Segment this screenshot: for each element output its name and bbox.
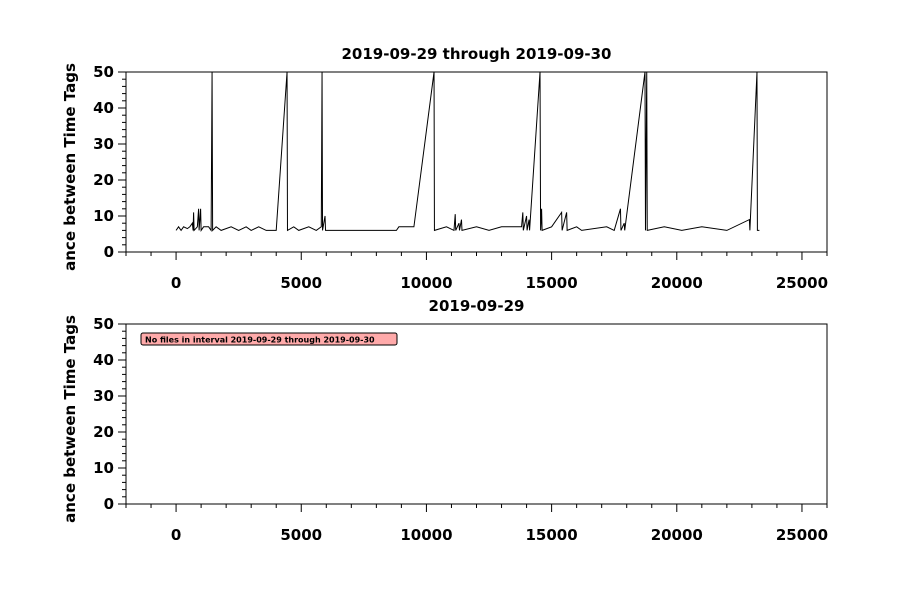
y-tick-label: 50 [93, 63, 114, 81]
y-tick-label: 0 [104, 495, 114, 513]
annotation-box [140, 332, 398, 346]
y-axis-label: ance between Time Tags [61, 315, 79, 523]
y-tick-label: 20 [93, 171, 114, 189]
x-tick-label: 10000 [400, 526, 452, 544]
x-tick-label: 10000 [400, 274, 452, 292]
plot-frame [125, 71, 828, 253]
x-tick-label: 20000 [651, 274, 703, 292]
y-tick-label: 40 [93, 99, 114, 117]
y-tick-label: 30 [93, 135, 114, 153]
x-tick-label: 25000 [776, 274, 828, 292]
x-tick-label: 15000 [526, 526, 578, 544]
y-tick-label: 30 [93, 387, 114, 405]
x-tick-label: 0 [171, 526, 181, 544]
y-tick-label: 10 [93, 207, 114, 225]
x-tick-label: 5000 [280, 274, 322, 292]
y-tick-label: 40 [93, 351, 114, 369]
y-tick-label: 10 [93, 459, 114, 477]
annotation: No files in interval 2019-09-29 through … [145, 336, 375, 345]
plot-frame [125, 323, 828, 505]
y-tick-label: 0 [104, 243, 114, 261]
chart-title: 2019-09-29 [429, 297, 525, 315]
chart-title: 2019-09-29 through 2019-09-30 [342, 45, 612, 63]
x-tick-label: 20000 [651, 526, 703, 544]
x-tick-label: 25000 [776, 526, 828, 544]
x-tick-label: 0 [171, 274, 181, 292]
x-tick-label: 5000 [280, 526, 322, 544]
y-axis-label: ance between Time Tags [61, 63, 79, 271]
x-tick-label: 15000 [526, 274, 578, 292]
data-line [175, 71, 760, 232]
y-tick-label: 20 [93, 423, 114, 441]
y-tick-label: 50 [93, 315, 114, 333]
